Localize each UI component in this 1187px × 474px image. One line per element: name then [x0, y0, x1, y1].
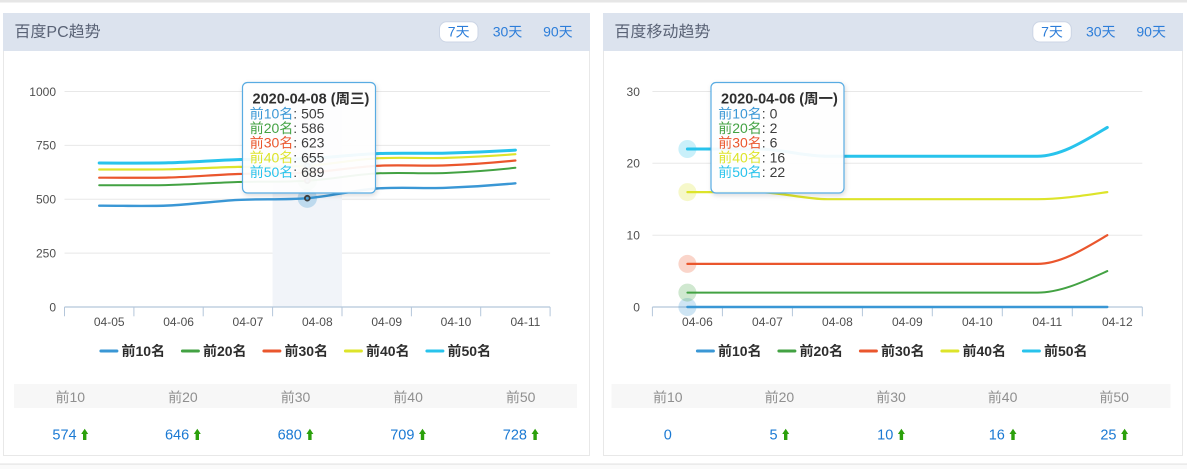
svg-text:2020-04-06 (: 2020-04-06 (: [721, 92, 804, 108]
svg-text:20: 20: [814, 343, 830, 359]
svg-text:30: 30: [299, 343, 315, 359]
svg-text:: 0: : 0: [762, 106, 778, 122]
svg-text:04-08: 04-08: [822, 315, 853, 329]
svg-text:40: 40: [407, 389, 423, 405]
svg-text:: 6: : 6: [762, 135, 778, 151]
svg-text:04-09: 04-09: [892, 315, 923, 329]
svg-text:30: 30: [732, 135, 748, 151]
svg-text:10: 10: [70, 389, 86, 405]
svg-text:04-11: 04-11: [510, 315, 540, 329]
svg-text:10: 10: [627, 229, 641, 243]
svg-text:500: 500: [36, 193, 56, 207]
svg-text:20: 20: [732, 120, 748, 136]
svg-text:50: 50: [520, 389, 536, 405]
svg-text:04-07: 04-07: [752, 315, 783, 329]
svg-text:40: 40: [1002, 389, 1018, 405]
svg-text:680: 680: [278, 427, 302, 443]
svg-text:30: 30: [493, 24, 509, 40]
svg-text:50: 50: [1113, 389, 1129, 405]
svg-text:7: 7: [1041, 24, 1049, 40]
svg-text:04-10: 04-10: [962, 315, 993, 329]
svg-text:): ): [833, 92, 838, 108]
svg-text:: 22: : 22: [762, 164, 786, 180]
svg-text:: 2: : 2: [762, 120, 778, 136]
svg-text:5: 5: [770, 427, 778, 443]
svg-text:50: 50: [264, 164, 280, 180]
svg-text:30: 30: [627, 85, 641, 99]
svg-text:20: 20: [264, 120, 280, 136]
svg-text:20: 20: [779, 389, 795, 405]
svg-text:30: 30: [895, 343, 911, 359]
svg-text:04-05: 04-05: [94, 315, 125, 329]
svg-text:30: 30: [295, 389, 311, 405]
svg-text:50: 50: [1058, 343, 1074, 359]
svg-text:04-07: 04-07: [233, 315, 264, 329]
svg-text:04-12: 04-12: [1102, 315, 1133, 329]
svg-text:750: 750: [36, 139, 56, 153]
svg-text:0: 0: [664, 427, 672, 443]
svg-text:30: 30: [264, 135, 280, 151]
svg-text:04-08: 04-08: [302, 315, 333, 329]
svg-text:2020-04-08 (: 2020-04-08 (: [253, 92, 336, 108]
svg-text:40: 40: [732, 149, 748, 165]
svg-text:40: 40: [380, 343, 396, 359]
svg-text:90: 90: [543, 24, 559, 40]
svg-text:50: 50: [732, 164, 748, 180]
svg-text:PC: PC: [46, 24, 68, 41]
svg-text:04-09: 04-09: [371, 315, 402, 329]
svg-text:: 623: : 623: [293, 135, 324, 151]
svg-text:10: 10: [732, 106, 748, 122]
svg-text:10: 10: [264, 106, 280, 122]
svg-text:90: 90: [1136, 24, 1152, 40]
svg-text:728: 728: [503, 427, 527, 443]
svg-text:04-10: 04-10: [441, 315, 472, 329]
svg-text:40: 40: [264, 149, 280, 165]
svg-text:: 586: : 586: [293, 120, 324, 136]
svg-text:574: 574: [52, 427, 76, 443]
svg-text:0: 0: [49, 300, 56, 314]
svg-text:30: 30: [890, 389, 906, 405]
svg-text:646: 646: [165, 427, 189, 443]
svg-text:40: 40: [977, 343, 993, 359]
svg-text:10: 10: [136, 343, 152, 359]
svg-text:20: 20: [182, 389, 198, 405]
svg-text:20: 20: [217, 343, 233, 359]
svg-text:25: 25: [1100, 427, 1116, 443]
svg-text:709: 709: [390, 427, 414, 443]
svg-text:30: 30: [1086, 24, 1102, 40]
svg-text:: 689: : 689: [293, 164, 324, 180]
svg-text:16: 16: [989, 427, 1005, 443]
svg-text:10: 10: [667, 389, 683, 405]
svg-text:04-11: 04-11: [1032, 315, 1062, 329]
svg-text:04-06: 04-06: [682, 315, 713, 329]
svg-text:250: 250: [36, 246, 56, 260]
svg-text:10: 10: [877, 427, 893, 443]
svg-text:20: 20: [627, 157, 641, 171]
svg-text:10: 10: [732, 343, 748, 359]
svg-text:0: 0: [633, 300, 640, 314]
svg-text:7: 7: [448, 24, 456, 40]
svg-text:): ): [365, 92, 370, 108]
svg-text:: 655: : 655: [293, 149, 324, 165]
svg-text:: 16: : 16: [762, 149, 786, 165]
svg-text:1000: 1000: [29, 85, 56, 99]
svg-text:: 505: : 505: [293, 106, 324, 122]
svg-text:50: 50: [462, 343, 478, 359]
svg-text:04-06: 04-06: [163, 315, 194, 329]
